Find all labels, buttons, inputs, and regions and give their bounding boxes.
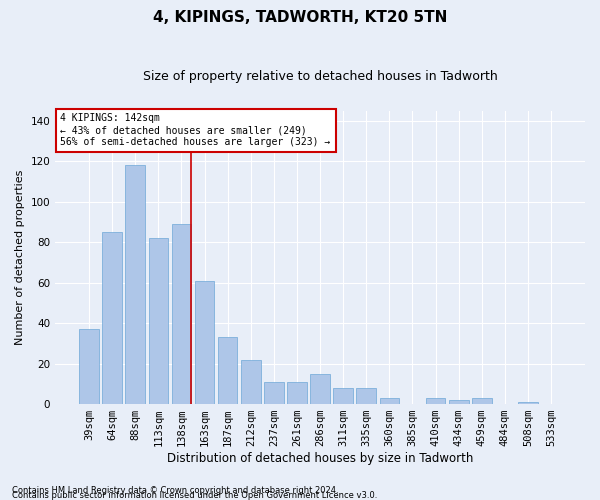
Bar [103, 232, 122, 404]
Bar [334, 388, 353, 404]
Bar [380, 398, 399, 404]
Bar [310, 374, 330, 404]
Bar [149, 238, 168, 404]
Title: Size of property relative to detached houses in Tadworth: Size of property relative to detached ho… [143, 70, 497, 83]
Bar [356, 388, 376, 404]
Bar [125, 165, 145, 404]
Text: Contains public sector information licensed under the Open Government Licence v3: Contains public sector information licen… [12, 491, 377, 500]
Y-axis label: Number of detached properties: Number of detached properties [15, 170, 25, 345]
Bar [195, 280, 214, 404]
Bar [172, 224, 191, 404]
Bar [241, 360, 260, 404]
Text: 4, KIPINGS, TADWORTH, KT20 5TN: 4, KIPINGS, TADWORTH, KT20 5TN [153, 10, 447, 25]
Bar [449, 400, 469, 404]
Text: 4 KIPINGS: 142sqm
← 43% of detached houses are smaller (249)
56% of semi-detache: 4 KIPINGS: 142sqm ← 43% of detached hous… [61, 114, 331, 146]
Bar [287, 382, 307, 404]
Bar [79, 329, 99, 404]
Bar [518, 402, 538, 404]
Bar [472, 398, 491, 404]
Bar [218, 338, 238, 404]
Bar [264, 382, 284, 404]
Bar [426, 398, 445, 404]
X-axis label: Distribution of detached houses by size in Tadworth: Distribution of detached houses by size … [167, 452, 473, 465]
Text: Contains HM Land Registry data © Crown copyright and database right 2024.: Contains HM Land Registry data © Crown c… [12, 486, 338, 495]
